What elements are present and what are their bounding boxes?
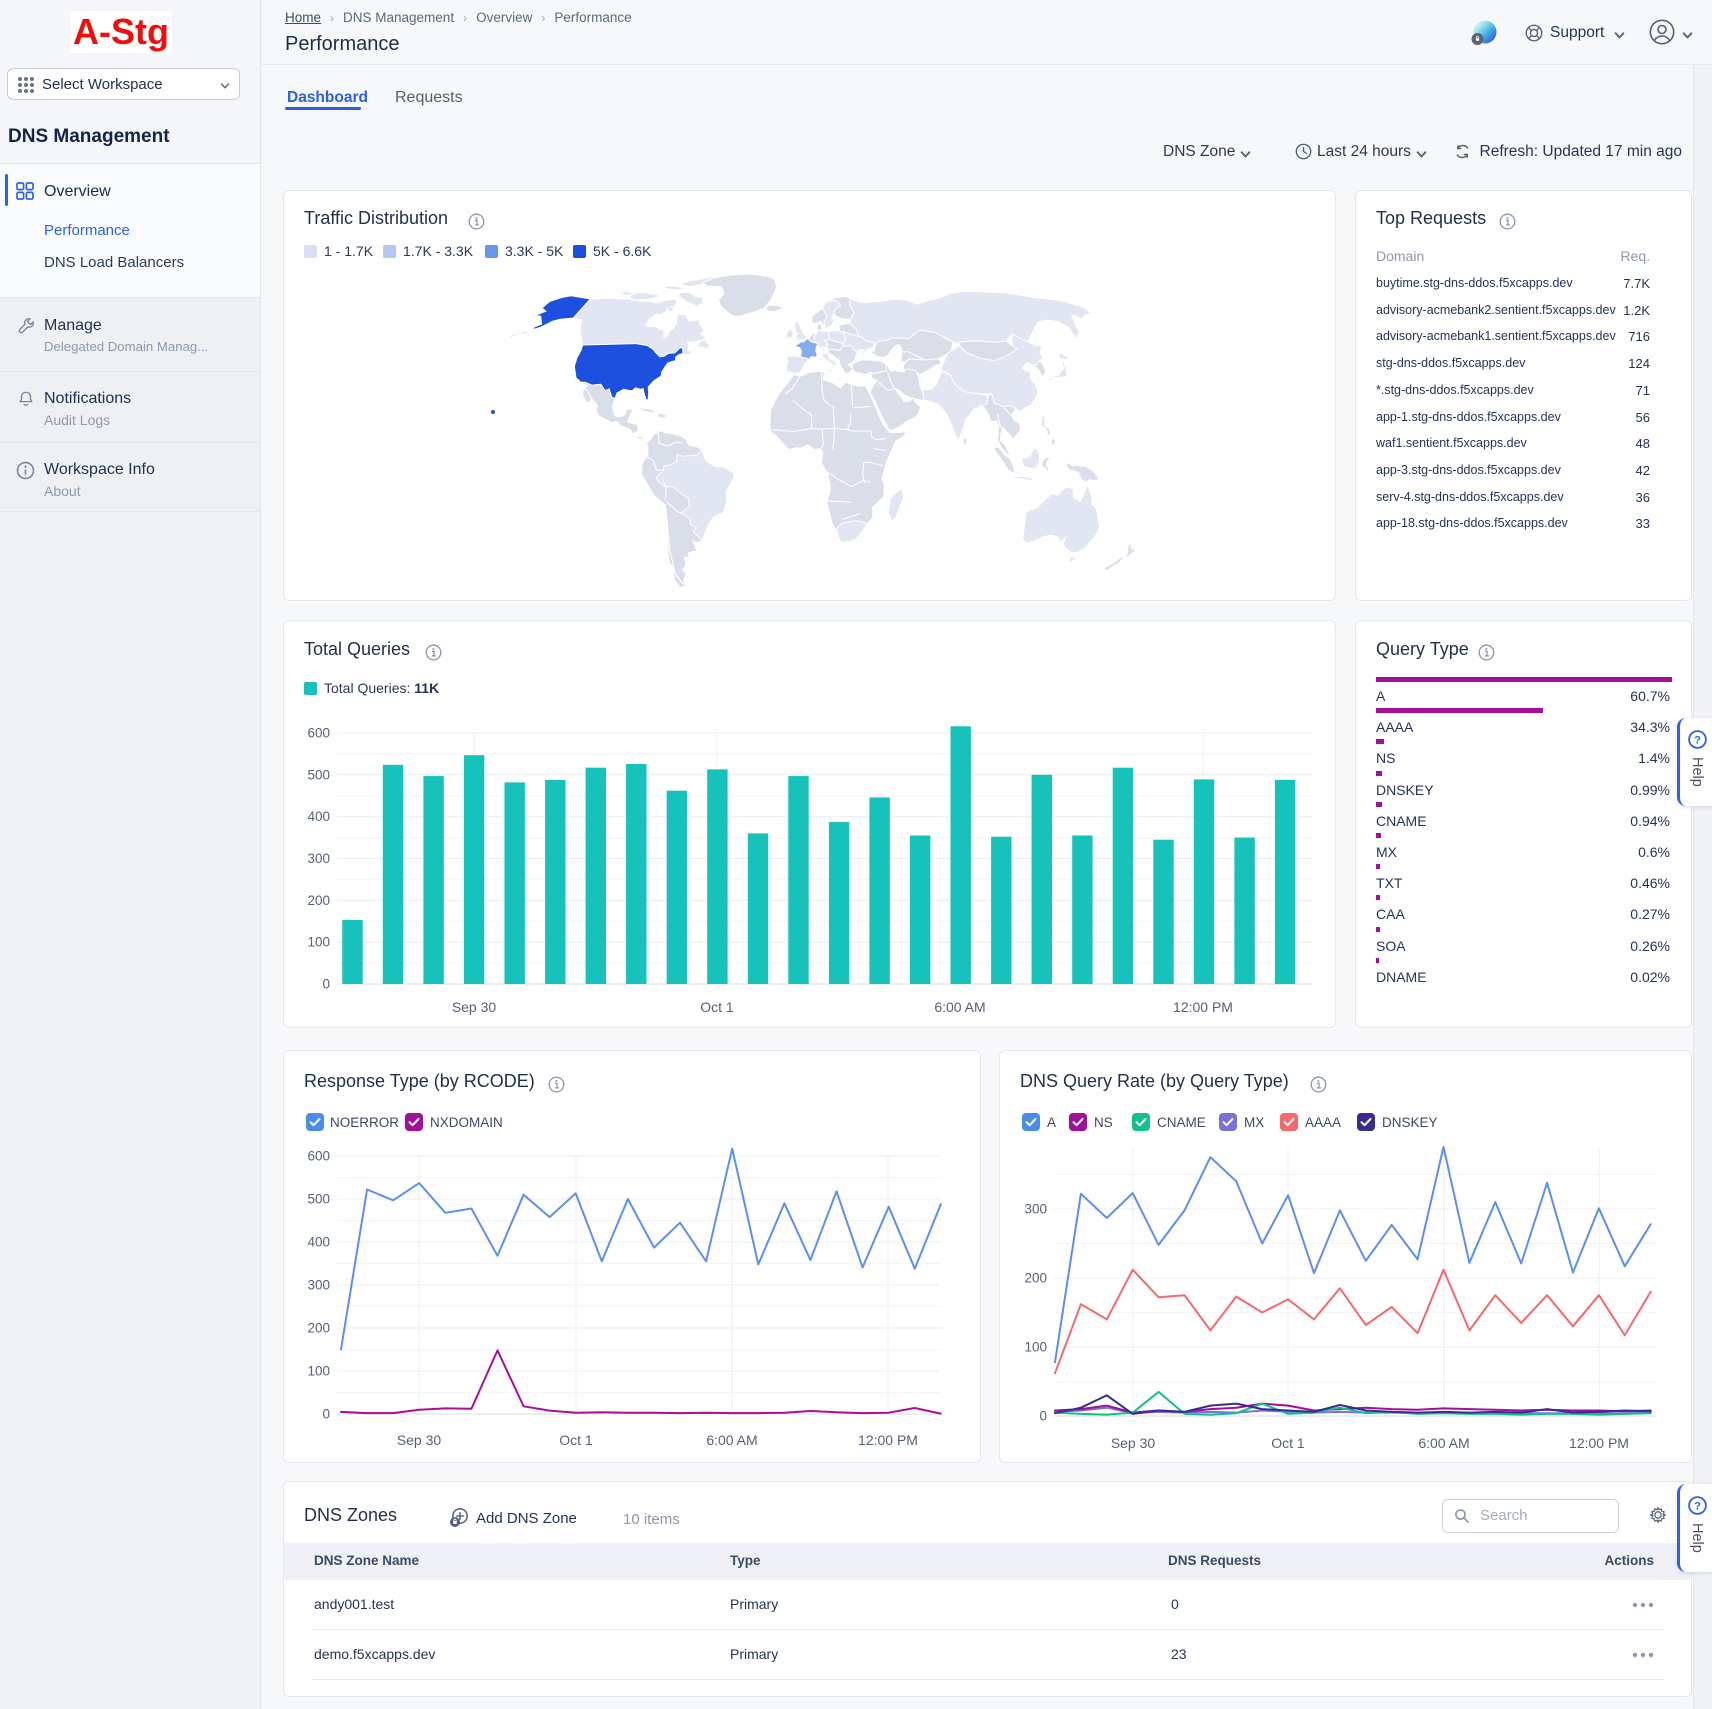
svg-text:12:00 PM: 12:00 PM	[858, 1432, 918, 1448]
svg-text:Oct 1: Oct 1	[559, 1432, 593, 1448]
svg-text:100: 100	[307, 935, 330, 950]
svg-text:0: 0	[322, 977, 330, 992]
svg-text:200: 200	[307, 893, 330, 908]
svg-text:400: 400	[307, 809, 330, 824]
svg-text:6:00 AM: 6:00 AM	[1418, 1435, 1469, 1451]
svg-text:Sep 30: Sep 30	[397, 1432, 442, 1448]
svg-text:Oct 1: Oct 1	[700, 999, 734, 1015]
svg-text:300: 300	[1024, 1202, 1047, 1217]
svg-text:Sep 30: Sep 30	[452, 999, 497, 1015]
svg-text:?: ?	[1694, 1501, 1701, 1513]
svg-text:600: 600	[307, 1149, 330, 1164]
svg-text:Sep 30: Sep 30	[1111, 1435, 1156, 1451]
svg-text:0: 0	[322, 1407, 330, 1422]
svg-text:0: 0	[1039, 1409, 1047, 1424]
svg-text:6:00 AM: 6:00 AM	[706, 1432, 757, 1448]
svg-text:100: 100	[307, 1364, 330, 1379]
svg-text:Oct 1: Oct 1	[1271, 1435, 1305, 1451]
svg-text:?: ?	[1694, 735, 1701, 747]
svg-text:500: 500	[307, 767, 330, 782]
svg-text:300: 300	[307, 851, 330, 866]
svg-text:12:00 PM: 12:00 PM	[1173, 999, 1233, 1015]
svg-text:6:00 AM: 6:00 AM	[934, 999, 985, 1015]
svg-text:400: 400	[307, 1235, 330, 1250]
svg-text:200: 200	[1024, 1271, 1047, 1286]
svg-text:12:00 PM: 12:00 PM	[1569, 1435, 1629, 1451]
svg-text:100: 100	[1024, 1340, 1047, 1355]
svg-text:200: 200	[307, 1321, 330, 1336]
svg-text:500: 500	[307, 1192, 330, 1207]
svg-text:300: 300	[307, 1278, 330, 1293]
svg-text:600: 600	[307, 726, 330, 741]
